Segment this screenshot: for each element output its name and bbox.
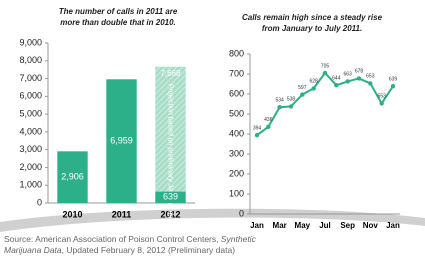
y-tick-label: 3,000 [19, 144, 42, 154]
point [277, 105, 281, 109]
point [311, 86, 315, 90]
x-tick-label: Mar [273, 221, 287, 230]
source: Source: American Association of Poison C… [4, 234, 256, 256]
y-tick-label: 1,000 [19, 180, 42, 190]
y-tick-label: 800 [229, 48, 244, 58]
y-tick-label: 700 [229, 68, 244, 78]
x-tick-label: 2010 [62, 209, 82, 219]
chart-title: from January to July 2011. [262, 24, 362, 33]
chart-title: The number of calls in 2011 are [59, 7, 178, 16]
y-tick-label: 9,000 [19, 37, 42, 47]
value-label: 597 [298, 85, 307, 91]
y-tick-label: 2,000 [19, 162, 42, 172]
point [357, 76, 361, 80]
x-tick-label: Jan [386, 221, 400, 230]
page: The number of calls in 2011 are more than… [0, 0, 425, 259]
value-label: 639 [163, 192, 178, 202]
projection-label: Projection based on preliminary January … [167, 84, 174, 225]
y-tick-label: 8,000 [19, 55, 42, 65]
x-tick-label: Sep [340, 221, 355, 230]
value-label: 678 [355, 69, 364, 75]
y-tick-label: 6,000 [19, 91, 42, 101]
y-tick-label: 7,000 [19, 73, 42, 83]
y-tick-label: 300 [229, 148, 244, 158]
chart-title: more than double that in 2010. [60, 18, 176, 27]
value-label: 553 [377, 94, 386, 100]
point [334, 83, 338, 87]
value-label: 436 [264, 117, 273, 123]
value-label: 538 [287, 97, 296, 103]
y-tick-label: 0 [239, 208, 244, 218]
x-tick-label: May [295, 221, 311, 230]
point [255, 133, 259, 137]
value-label: 705 [321, 63, 330, 69]
x-tick-label: Jul [319, 221, 331, 230]
y-tick-label: 400 [229, 128, 244, 138]
x-tick-label: Jan [250, 221, 264, 230]
y-tick-label: 200 [229, 168, 244, 178]
x-tick-label: 2011 [112, 209, 132, 219]
value-label: 639 [389, 77, 398, 83]
line [257, 73, 393, 135]
source-text: Marijuana Data [4, 245, 62, 255]
y-tick-label: 4,000 [19, 126, 42, 136]
y-tick-label: 100 [229, 188, 244, 198]
source-text: Source: American Association of Poison C… [4, 234, 221, 244]
point [379, 101, 383, 105]
y-tick-label: 600 [229, 88, 244, 98]
value-label: 6,959 [110, 136, 133, 146]
point [266, 125, 270, 129]
value-label: 534 [275, 98, 284, 104]
point [300, 92, 304, 96]
x-tick-label: Nov [363, 221, 379, 230]
value-label: 2,906 [61, 172, 84, 182]
value-label: 663 [343, 72, 352, 78]
point [323, 71, 327, 75]
point [391, 84, 395, 88]
source-text: , Updated February 8, 2012 (Preliminary … [62, 245, 235, 255]
y-tick-label: 5,000 [19, 108, 42, 118]
value-label: 394 [253, 126, 262, 132]
value-label: 653 [366, 74, 375, 80]
y-tick-label: 500 [229, 108, 244, 118]
point [345, 79, 349, 83]
charts: The number of calls in 2011 are more than… [0, 0, 425, 259]
chart-title: Calls remain high since a steady rise [242, 13, 383, 22]
value-label: 644 [332, 76, 341, 82]
point [368, 81, 372, 85]
point [289, 104, 293, 108]
value-label: 628 [309, 79, 318, 85]
y-tick-label: 0 [37, 197, 42, 207]
source-text: Synthetic [221, 234, 256, 244]
projection-value-label: 7,668 [160, 69, 181, 78]
